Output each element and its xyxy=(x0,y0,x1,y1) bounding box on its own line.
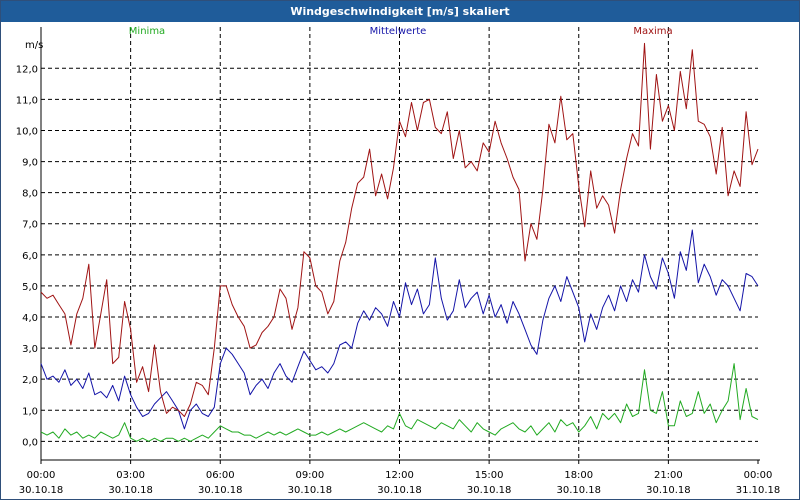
legend-maxima: Maxima xyxy=(633,26,672,37)
x-tick-date: 30.10.18 xyxy=(377,485,422,496)
y-tick-label: 3,0 xyxy=(22,344,38,355)
y-tick-label: 9,0 xyxy=(22,158,38,169)
series-line-minima xyxy=(40,363,759,442)
x-tick-time: 06:00 xyxy=(206,470,235,481)
window-title: Windgeschwindigkeit [m/s] skaliert xyxy=(1,1,799,22)
series-line-maxima xyxy=(40,42,759,417)
x-tick-date: 30.10.18 xyxy=(467,485,512,496)
x-tick-time: 18:00 xyxy=(564,470,593,481)
y-tick-label: 6,0 xyxy=(22,251,38,262)
x-tick-time: 12:00 xyxy=(385,470,414,481)
x-tick-date: 30.10.18 xyxy=(288,485,333,496)
y-tick-label: 11,0 xyxy=(16,95,38,106)
y-tick-label: 5,0 xyxy=(22,282,38,293)
x-tick-date: 30.10.18 xyxy=(646,485,691,496)
y-tick-label: 0,0 xyxy=(22,437,38,448)
series-line-mittelwerte xyxy=(40,229,759,430)
wind-speed-chart: 0,0 1,0 2,0 3,0 4,0 5,0 6,0 7,0 8,0 9,0 10,0 11,0 12… xyxy=(16,26,781,496)
x-tick-time: 21:00 xyxy=(654,470,683,481)
y-axis-label: m/s xyxy=(25,40,43,51)
legend-minima: Minima xyxy=(129,26,165,37)
x-tick-date: 30.10.18 xyxy=(198,485,243,496)
x-tick-date: 31.10.18 xyxy=(736,485,781,496)
y-tick-label: 1,0 xyxy=(22,406,38,417)
legend-mittelwerte: Mittelwerte xyxy=(370,26,427,37)
x-tick-time: 09:00 xyxy=(295,470,324,481)
y-tick-label: 2,0 xyxy=(22,375,38,386)
y-tick-label: 10,0 xyxy=(16,126,38,137)
y-tick-label: 4,0 xyxy=(22,313,38,324)
y-tick-label: 12,0 xyxy=(16,64,38,75)
x-tick-date: 30.10.18 xyxy=(108,485,153,496)
x-tick-time: 00:00 xyxy=(27,470,56,481)
y-tick-label: 8,0 xyxy=(22,189,38,200)
x-tick-time: 00:00 xyxy=(744,470,773,481)
x-tick-time: 03:00 xyxy=(116,470,145,481)
x-tick-date: 30.10.18 xyxy=(19,485,64,496)
x-tick-time: 15:00 xyxy=(475,470,504,481)
y-tick-label: 7,0 xyxy=(22,220,38,231)
x-tick-date: 30.10.18 xyxy=(556,485,601,496)
